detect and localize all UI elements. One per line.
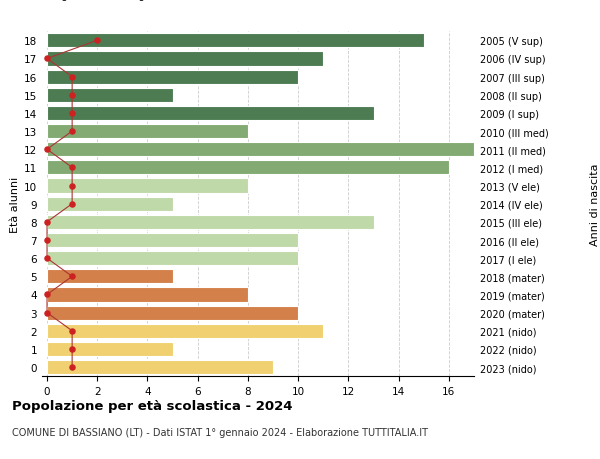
Point bbox=[42, 237, 52, 244]
Point bbox=[42, 255, 52, 262]
Bar bbox=[47, 89, 173, 103]
Y-axis label: Età alunni: Età alunni bbox=[10, 176, 20, 232]
Point bbox=[67, 164, 77, 172]
Bar bbox=[47, 161, 449, 175]
Point bbox=[42, 56, 52, 63]
Bar bbox=[47, 106, 374, 121]
Point bbox=[92, 38, 102, 45]
Point bbox=[67, 201, 77, 208]
Bar bbox=[47, 34, 424, 48]
Point bbox=[67, 74, 77, 81]
Bar bbox=[47, 306, 298, 320]
Bar bbox=[47, 52, 323, 67]
Point bbox=[67, 92, 77, 99]
Point bbox=[42, 146, 52, 154]
Text: Popolazione per età scolastica - 2024: Popolazione per età scolastica - 2024 bbox=[12, 399, 293, 412]
Bar bbox=[47, 234, 298, 247]
Point bbox=[67, 273, 77, 280]
Point bbox=[67, 128, 77, 135]
Point bbox=[67, 327, 77, 335]
Point bbox=[67, 364, 77, 371]
Bar bbox=[47, 288, 248, 302]
Bar bbox=[47, 360, 273, 375]
Point bbox=[67, 110, 77, 118]
Bar bbox=[47, 324, 323, 338]
Text: COMUNE DI BASSIANO (LT) - Dati ISTAT 1° gennaio 2024 - Elaborazione TUTTITALIA.I: COMUNE DI BASSIANO (LT) - Dati ISTAT 1° … bbox=[12, 427, 428, 437]
Bar bbox=[47, 197, 173, 211]
Bar bbox=[47, 215, 374, 230]
Legend: Sec. II grado, Sec. I grado, Scuola Primaria, Scuola Infanzia, Asilo Nido, Stran: Sec. II grado, Sec. I grado, Scuola Prim… bbox=[12, 0, 489, 5]
Bar bbox=[47, 70, 298, 84]
Bar bbox=[47, 179, 248, 193]
Point bbox=[42, 291, 52, 298]
Bar bbox=[47, 252, 298, 266]
Bar bbox=[47, 143, 474, 157]
Bar bbox=[47, 125, 248, 139]
Point bbox=[67, 183, 77, 190]
Bar bbox=[47, 270, 173, 284]
Point bbox=[42, 218, 52, 226]
Y-axis label: Anni di nascita: Anni di nascita bbox=[590, 163, 600, 246]
Point bbox=[67, 346, 77, 353]
Point bbox=[42, 309, 52, 317]
Bar bbox=[47, 342, 173, 356]
